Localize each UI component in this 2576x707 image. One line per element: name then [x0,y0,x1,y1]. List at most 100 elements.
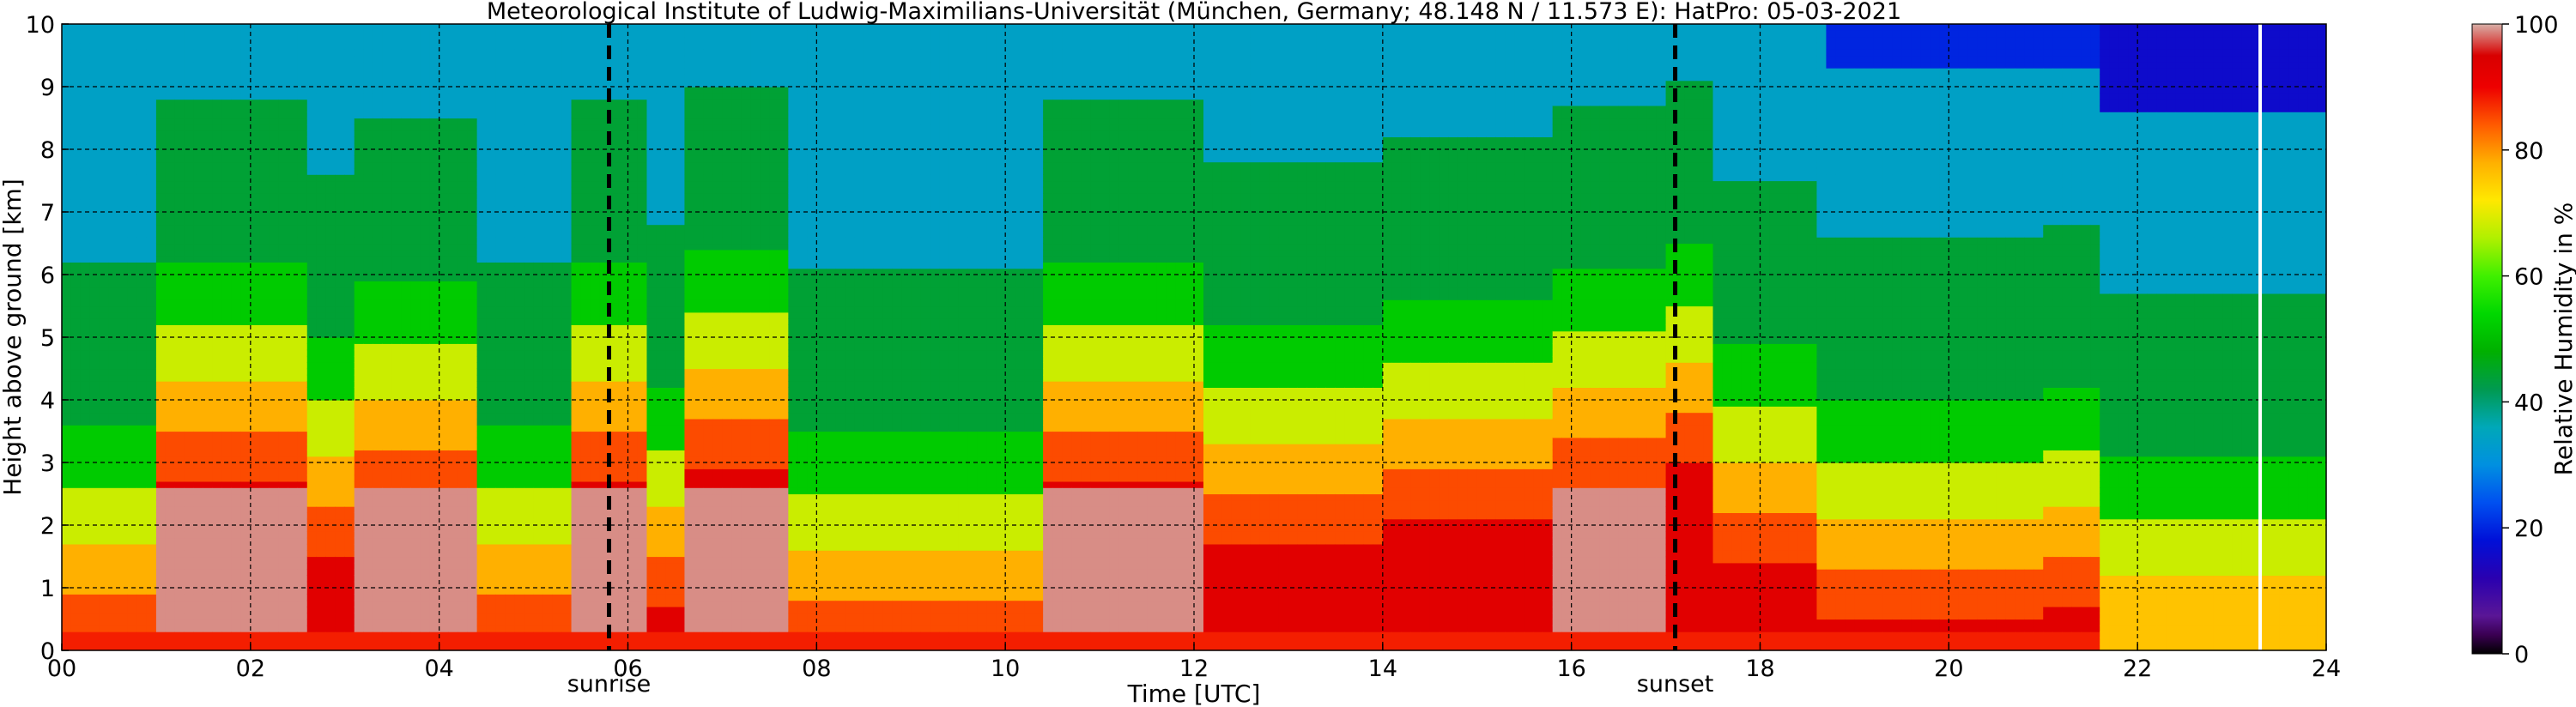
heatmap-cell [410,199,421,207]
heatmap-cell [108,36,119,44]
heatmap-cell [344,387,355,395]
heatmap-cell [288,400,299,407]
heatmap-cell [288,61,299,69]
heatmap-cell [269,425,280,432]
heatmap-cell [259,525,270,532]
heatmap-cell [118,205,129,213]
heatmap-cell [146,556,157,564]
heatmap-cell [240,42,252,50]
heatmap-cell [80,537,91,545]
heatmap-cell [505,569,516,576]
heatmap-cell [118,130,129,137]
heatmap-cell [193,180,204,188]
heatmap-cell [203,80,214,88]
heatmap-cell [505,305,516,313]
heatmap-cell [165,362,176,370]
heatmap-cell [514,74,525,82]
heatmap-cell [136,30,148,38]
heatmap-cell [174,556,185,564]
heatmap-cell [118,631,129,638]
heatmap-cell [240,161,252,169]
heatmap-cell [89,118,100,125]
heatmap-cell [155,324,167,332]
heatmap-cell [278,437,289,444]
heatmap-cell [203,199,214,207]
heatmap-cell [240,130,252,137]
heatmap-cell [420,437,431,444]
heatmap-cell [259,606,270,613]
heatmap-cell [99,512,110,520]
heatmap-cell [316,155,327,163]
heatmap-cell [240,224,252,232]
heatmap-cell [184,406,195,414]
heatmap-cell [203,613,214,620]
heatmap-cell [89,450,100,457]
heatmap-cell [429,543,440,551]
heatmap-cell [458,569,469,576]
heatmap-cell [344,444,355,450]
heatmap-cell [448,118,459,125]
heatmap-cell [325,237,336,245]
heatmap-cell [221,74,233,82]
heatmap-cell [118,562,129,570]
heatmap-cell [306,93,318,100]
heatmap-cell [306,268,318,275]
heatmap-cell [288,311,299,319]
heatmap-cell [344,625,355,632]
heatmap-cell [382,493,393,501]
heatmap-cell [240,112,252,119]
heatmap-cell [240,613,252,620]
heatmap-cell [250,30,261,38]
heatmap-cell [344,499,355,507]
heatmap-cell [89,224,100,232]
heatmap-cell [306,105,318,112]
heatmap-cell [89,406,100,414]
heatmap-cell [316,142,327,150]
heatmap-cell [165,99,176,106]
heatmap-cell [108,581,119,589]
heatmap-cell [80,450,91,457]
heatmap-cell [288,74,299,82]
heatmap-cell [505,474,516,482]
heatmap-cell [401,444,412,450]
heatmap-cell [250,161,261,169]
heatmap-cell [118,237,129,245]
heatmap-cell [212,493,223,501]
heatmap-cell [382,130,393,137]
heatmap-cell [325,619,336,626]
heatmap-cell [382,311,393,319]
heatmap-cell [316,87,327,94]
heatmap-cell [146,224,157,232]
heatmap-cell [476,456,488,463]
heatmap-cell [297,299,308,307]
heatmap-cell [505,525,516,532]
heatmap-cell [420,631,431,638]
heatmap-cell [391,393,403,401]
heatmap-cell [448,343,459,351]
heatmap-cell [269,431,280,438]
heatmap-cell [193,80,204,88]
heatmap-cell [155,311,167,319]
heatmap-cell [212,93,223,100]
heatmap-cell [391,556,403,564]
heatmap-cell [391,243,403,251]
heatmap-cell [127,124,138,131]
heatmap-cell [146,387,157,395]
heatmap-cell [410,343,421,351]
heatmap-cell [165,412,176,420]
heatmap-cell [127,237,138,245]
heatmap-cell [99,287,110,294]
heatmap-cell [250,393,261,401]
heatmap-cell [344,525,355,532]
heatmap-cell [221,437,233,444]
heatmap-cell [448,293,459,300]
heatmap-cell [429,36,440,44]
heatmap-cell [410,142,421,150]
heatmap-cell [495,525,506,532]
heatmap-cell [212,237,223,245]
heatmap-cell [288,268,299,275]
heatmap-cell [108,49,119,57]
heatmap-cell [476,400,488,407]
heatmap-cell [80,349,91,357]
heatmap-cell [231,281,242,288]
